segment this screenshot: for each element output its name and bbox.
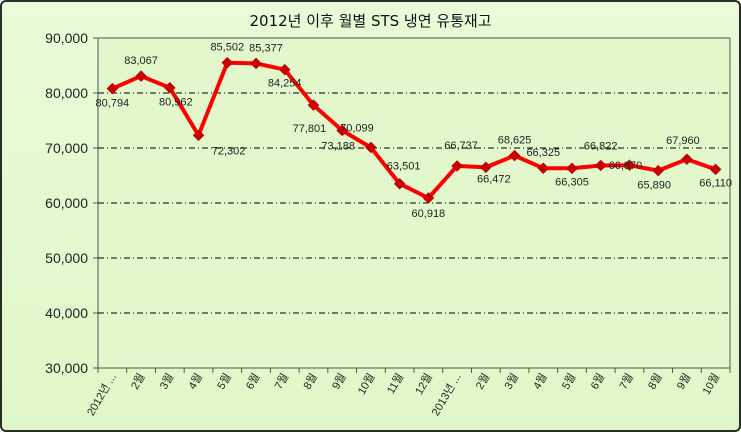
x-tick-label: 10월 (355, 371, 377, 397)
y-tick-label: 40,000 (45, 305, 88, 321)
data-label: 67,960 (666, 135, 700, 147)
x-tick-label: 8월 (645, 371, 664, 392)
data-label: 65,890 (637, 180, 671, 192)
data-point (393, 177, 406, 190)
data-label: 66,737 (444, 140, 478, 152)
x-tick-label: 2012년 ... (84, 371, 119, 418)
data-label: 66,870 (609, 160, 643, 172)
y-tick-label: 60,000 (45, 195, 88, 211)
chart-title: 2012년 이후 월별 STS 냉연 유통재고 (249, 12, 492, 30)
x-tick-label: 4월 (530, 371, 549, 392)
data-label: 80,794 (96, 98, 130, 110)
x-tick-label: 2월 (473, 371, 492, 392)
x-tick-label: 7월 (272, 371, 291, 392)
x-tick-label: 9월 (329, 371, 348, 392)
data-label: 66,472 (477, 173, 511, 185)
data-point (192, 129, 205, 142)
y-tick-label: 30,000 (45, 360, 88, 376)
data-point (537, 162, 550, 175)
data-point (163, 81, 176, 94)
data-label: 83,067 (124, 55, 158, 67)
data-label: 85,377 (249, 42, 283, 54)
x-tick-label: 8월 (301, 371, 320, 392)
x-tick-label: 6월 (243, 371, 262, 392)
data-point (278, 63, 291, 76)
data-label: 66,325 (526, 147, 560, 159)
y-tick-label: 70,000 (45, 140, 88, 156)
y-tick-label: 80,000 (45, 85, 88, 101)
data-label: 77,801 (293, 123, 327, 135)
data-point (479, 161, 492, 174)
x-tick-label: 10월 (700, 371, 722, 397)
data-point (709, 163, 722, 176)
data-label: 72,302 (212, 145, 246, 157)
y-tick-label: 50,000 (45, 250, 88, 266)
data-point (365, 141, 377, 154)
data-label: 85,502 (210, 42, 244, 54)
data-label: 80,962 (159, 97, 193, 109)
data-label: 70,099 (340, 122, 374, 134)
x-tick-label: 12월 (413, 371, 435, 397)
data-point (594, 159, 607, 172)
data-label: 66,822 (584, 140, 618, 152)
data-point (307, 99, 320, 111)
data-point (652, 164, 665, 177)
data-label: 84,254 (268, 78, 302, 90)
x-tick-label: 11월 (384, 371, 406, 396)
y-tick-label: 90,000 (45, 30, 88, 46)
x-tick-label: 2월 (128, 371, 147, 392)
series-line (111, 60, 717, 200)
data-point (106, 82, 119, 95)
data-point (135, 70, 147, 82)
x-tick-label: 3월 (157, 371, 176, 392)
x-tick-label: 4월 (186, 371, 205, 392)
data-label: 68,625 (498, 135, 532, 147)
data-point (336, 124, 349, 137)
data-label: 63,501 (387, 161, 421, 173)
data-point (250, 57, 262, 70)
x-tick-label: 6월 (588, 371, 607, 392)
data-point (422, 192, 435, 204)
data-label: 73,188 (321, 140, 355, 152)
data-point (451, 160, 463, 172)
data-point (508, 149, 521, 162)
data-point (623, 159, 636, 172)
data-label: 66,110 (699, 177, 732, 189)
data-label: 60,918 (412, 208, 446, 220)
x-tick-label: 9월 (674, 371, 693, 392)
data-point (566, 162, 578, 175)
x-tick-label: 5월 (559, 371, 578, 392)
data-label: 66,305 (555, 176, 589, 188)
x-tick-label: 5월 (214, 371, 233, 392)
x-tick-label: 3월 (502, 371, 521, 392)
data-point (681, 153, 693, 166)
data-point (221, 56, 234, 69)
x-tick-label: 7월 (617, 371, 636, 392)
